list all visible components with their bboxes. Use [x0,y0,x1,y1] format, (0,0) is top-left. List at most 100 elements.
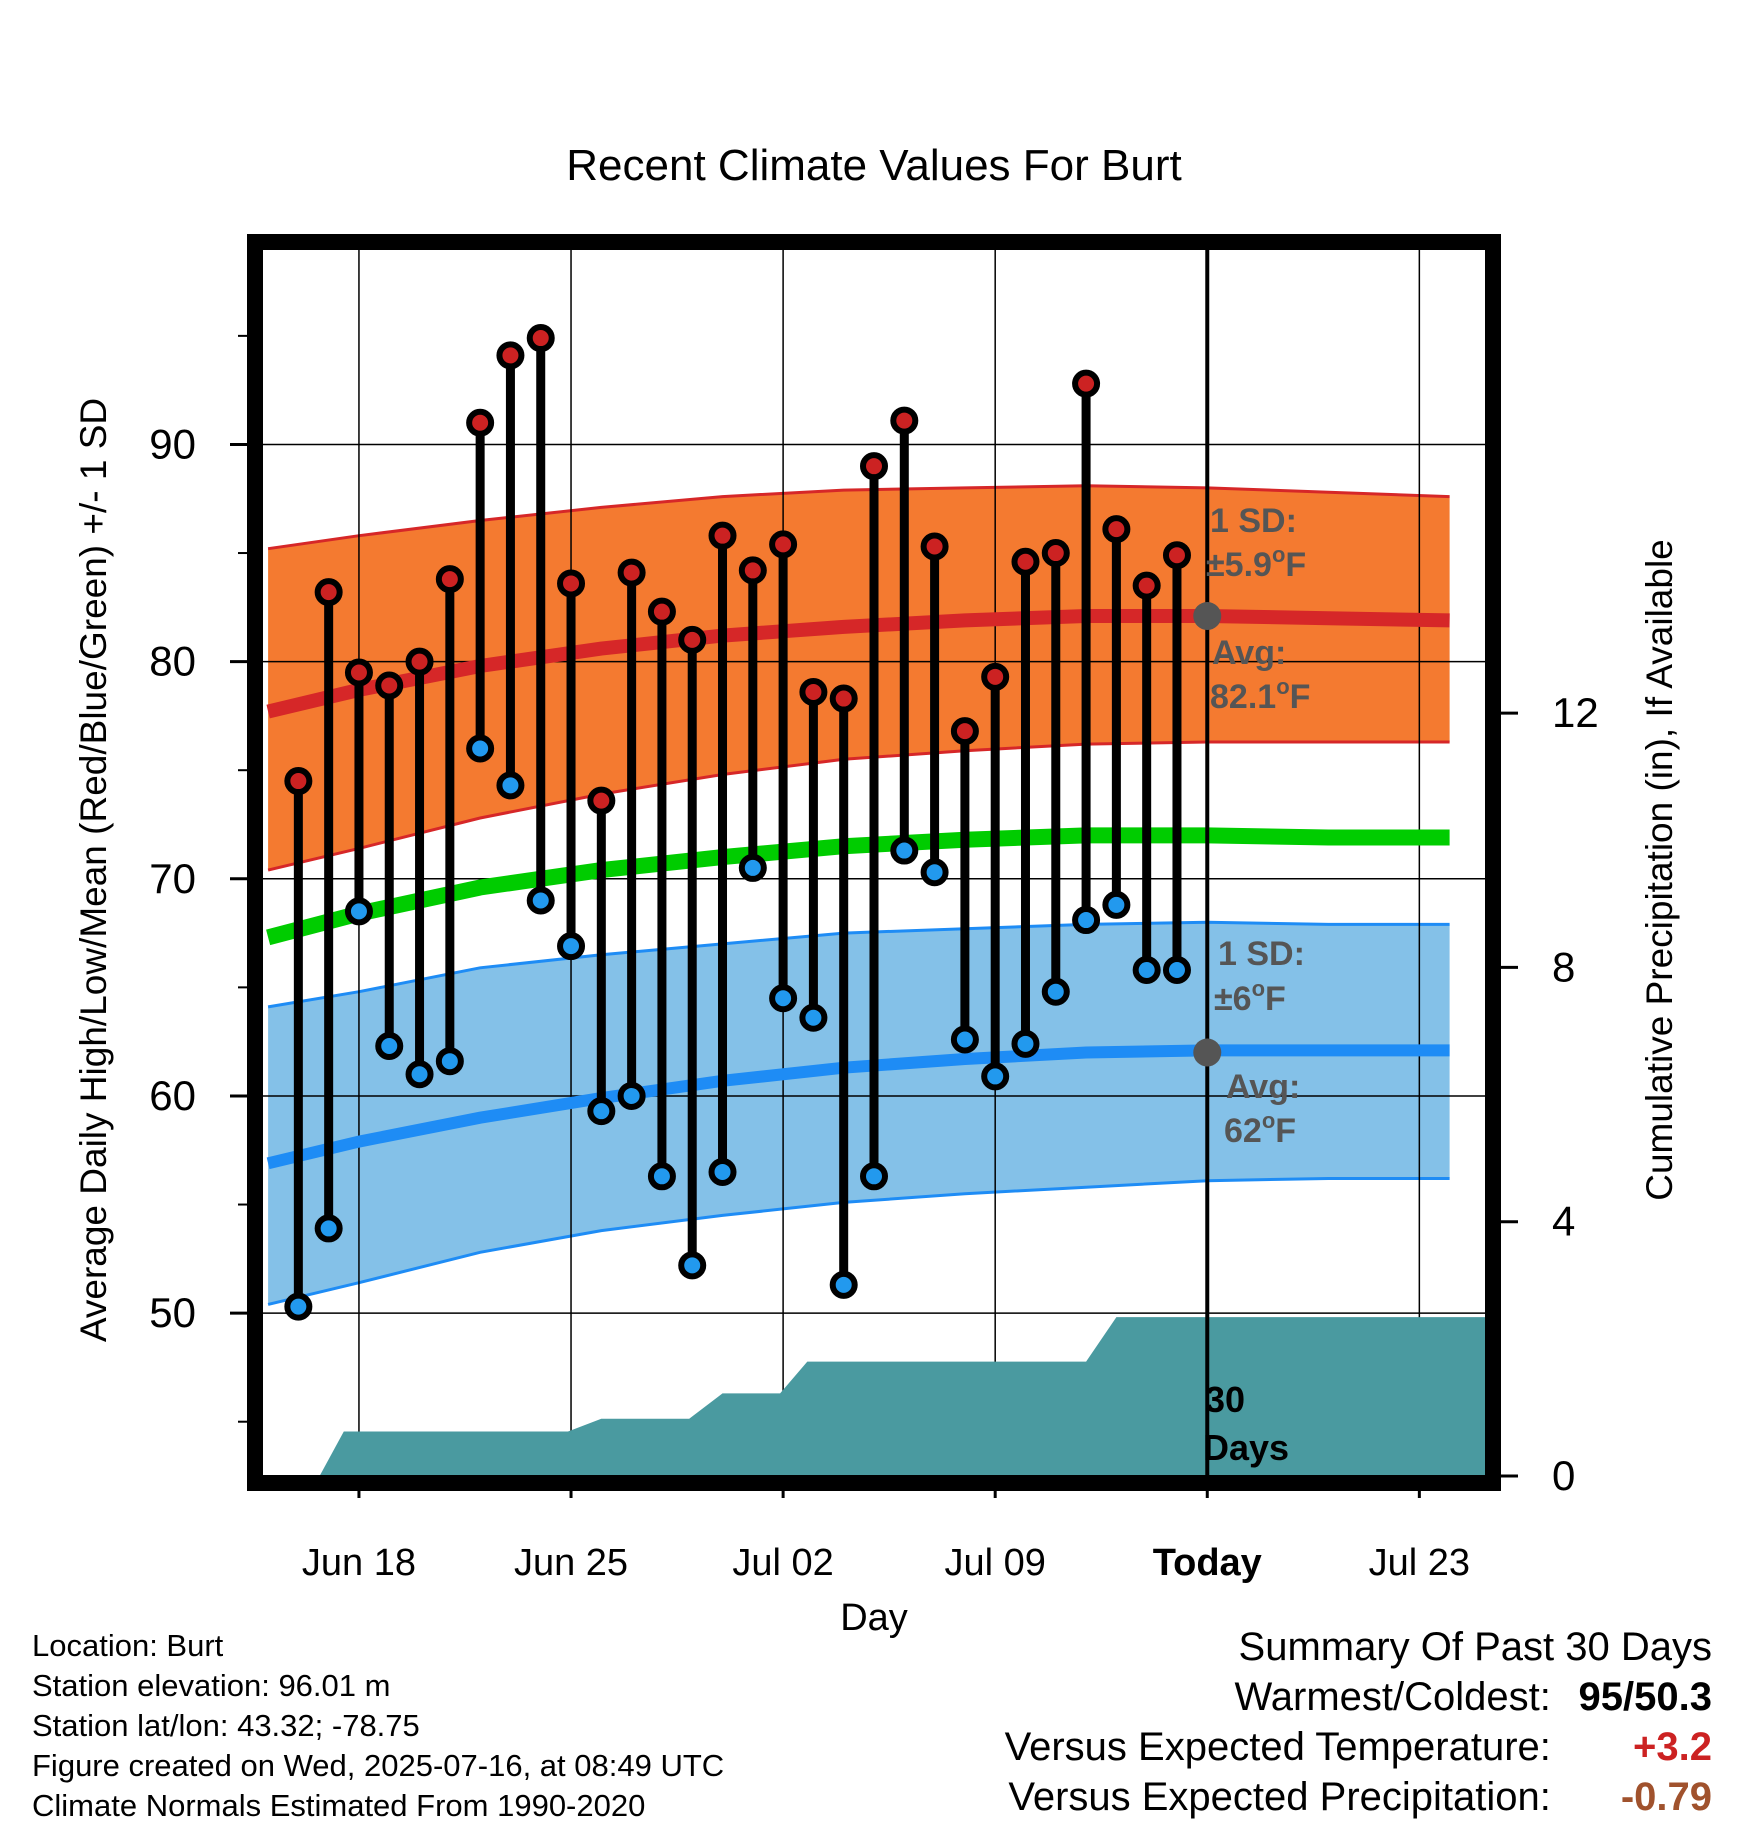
summary-panel: Summary Of Past 30 Days Warmest/Coldest:… [1005,1622,1712,1822]
y2-tick-label: 8 [1552,943,1575,990]
high-sd-value-number: ±5.9 [1206,546,1272,584]
unit-letter: F [1265,980,1286,1018]
y-tick-label: 80 [149,638,196,685]
value-separator: / [1623,1675,1635,1719]
daily-high-point [375,671,404,700]
daily-low-point [405,1060,434,1089]
daily-high-point [1011,547,1040,576]
daily-high-point [1041,539,1070,568]
daily-high-point [557,569,586,598]
elevation-text: Station elevation: 96.01 m [32,1668,391,1703]
avg-high-line [266,609,1450,719]
daily-low-point [526,886,555,915]
daily-low-point [647,1162,676,1191]
daily-low-point [920,858,949,887]
daily-high-point [1102,515,1131,544]
low-sd-value-number: ±6 [1214,980,1252,1018]
daily-low-point [466,734,495,763]
daily-high-point [617,558,646,587]
daily-low-point [284,1292,313,1321]
daily-high-point [405,647,434,676]
y-axis-label: Average Daily High/Low/Mean (Red/Blue/Gr… [73,398,114,1342]
unit-letter: F [1285,546,1306,584]
degree-symbol: o [1276,674,1289,699]
unit-letter: F [1275,1112,1296,1150]
daily-high-point [466,408,495,437]
y-tick-label: 90 [149,420,196,467]
high-sd-label: 1 SD: [1210,502,1297,540]
daily-low-point [738,853,767,882]
low-sd-label: 1 SD: [1218,935,1305,973]
daily-high-point [738,556,767,585]
daily-high-point [708,521,737,550]
temp-anomaly-row: Versus Expected Temperature: +3.2 [1005,1722,1712,1772]
daily-low-point [617,1081,646,1110]
daily-low-point [1102,890,1131,919]
plot-frame [247,234,1501,1491]
y2-tick-label: 0 [1552,1452,1575,1499]
x-tick-label: Jul 02 [732,1542,833,1584]
low-sd-band [268,922,1450,1305]
daily-low-point [799,1003,828,1032]
daily-high-point [314,578,343,607]
daily-low-point [344,897,373,926]
low-avg-label: Avg: [1226,1068,1300,1106]
daily-high-point [526,324,555,353]
precip-anomaly-label: Versus Expected Precipitation: [1008,1775,1551,1819]
x-axis-label: Day [840,1597,908,1639]
today-avg-high-marker [1193,602,1222,631]
daily-low-point [1072,906,1101,935]
daily-high-point [950,717,979,746]
daily-high-point [769,530,798,559]
created-text: Figure created on Wed, 2025-07-16, at 08… [32,1748,725,1783]
daily-low-point [829,1270,858,1299]
daily-low-point [435,1047,464,1076]
high-avg-value-number: 82.1 [1210,678,1276,716]
chart-title: Recent Climate Values For Burt [566,141,1181,190]
y2-axis-label: Cumulative Precipitation (in), If Availa… [1639,539,1680,1201]
daily-high-point [829,684,858,713]
daily-low-point [769,984,798,1013]
daily-low-point [708,1157,737,1186]
temp-anomaly-value: +3.2 [1633,1725,1712,1769]
high-sd-value: ±5.9oF [1206,542,1306,584]
x-tick-label: Jul 23 [1369,1542,1470,1584]
low-avg-value: 62oF [1224,1108,1296,1150]
daily-low-point [890,836,919,865]
daily-high-point [587,786,616,815]
days-unit-label: Days [1203,1427,1289,1468]
x-tick-label: Jul 09 [944,1542,1045,1584]
daily-low-point [1162,955,1191,984]
daily-high-point [344,658,373,687]
daily-high-point [920,532,949,561]
daily-high-point [1132,571,1161,600]
station-info: Location: Burt Station elevation: 96.01 … [32,1626,724,1826]
daily-low-point [496,771,525,800]
daily-low-point [1132,955,1161,984]
low-sd-value: ±6oF [1214,976,1286,1018]
today-avg-low-marker [1193,1038,1222,1067]
degree-symbol: o [1272,542,1285,567]
daily-high-point [647,597,676,626]
daily-high-point [981,662,1010,691]
low-avg-value-number: 62 [1224,1112,1262,1150]
unit-letter: F [1290,678,1311,716]
daily-high-point [435,565,464,594]
daily-low-point [587,1097,616,1126]
warmest-value: 95 [1578,1675,1624,1719]
y-tick-label: 60 [149,1072,196,1119]
latlon-text: Station lat/lon: 43.32; -78.75 [32,1708,420,1743]
warmest-coldest-label: Warmest/Coldest: [1234,1675,1551,1719]
x-tick-label: Jun 18 [302,1542,416,1584]
daily-low-point [314,1214,343,1243]
daily-low-point [678,1251,707,1280]
high-avg-value: 82.1oF [1210,674,1310,716]
degree-symbol: o [1252,976,1265,1001]
daily-low-point [1041,977,1070,1006]
daily-high-point [1072,369,1101,398]
daily-high-point [496,341,525,370]
coldest-value: 50.3 [1634,1675,1712,1719]
daily-low-point [1011,1029,1040,1058]
precip-anomaly-row: Versus Expected Precipitation: -0.79 [1005,1772,1712,1822]
